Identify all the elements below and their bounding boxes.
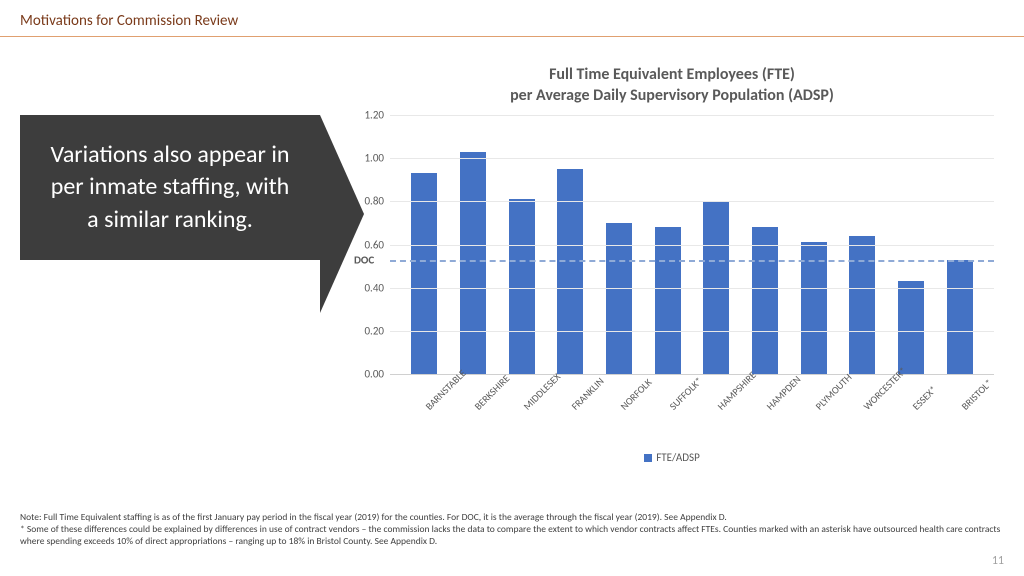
bar <box>849 236 875 374</box>
chart-plot-area: 0.000.200.400.600.801.001.20DOC <box>390 115 994 375</box>
chart-container: Full Time Equivalent Employees (FTE) per… <box>340 65 1004 464</box>
y-tick-label: 1.00 <box>350 152 384 165</box>
x-axis-labels: BARNSTABLEBERKSHIREMIDDLESEXFRANKLINNORF… <box>390 375 994 447</box>
bar <box>411 173 437 374</box>
x-tick-label: ESSEX* <box>910 385 975 450</box>
y-tick-label: 0.80 <box>350 195 384 208</box>
bar <box>606 223 632 374</box>
x-tick-label: BARNSTABLE <box>423 385 488 450</box>
chart-title-line1: Full Time Equivalent Employees (FTE) <box>340 65 1004 84</box>
slide-header: Motivations for Commission Review <box>0 0 1024 37</box>
x-tick-label: BRISTOL* <box>958 385 1023 450</box>
page-number: 11 <box>992 554 1004 568</box>
y-tick-label: 0.20 <box>350 324 384 337</box>
bar <box>460 152 486 374</box>
y-tick-label: 1.20 <box>350 109 384 122</box>
bar <box>801 242 827 374</box>
y-tick-label: 0.40 <box>350 281 384 294</box>
x-tick-label: WORCESTER* <box>861 385 926 450</box>
callout-container: Variations also appear in per inmate sta… <box>20 65 320 464</box>
footnote-line1: Note: Full Time Equivalent staffing is a… <box>20 511 727 523</box>
x-tick-label: HAMPSHIRE <box>715 385 780 450</box>
footnote-line2: * Some of these differences could be exp… <box>20 523 1000 547</box>
gridline <box>390 201 994 202</box>
y-tick-label: 0.00 <box>350 368 384 381</box>
footnote: Note: Full Time Equivalent staffing is a… <box>20 512 1004 548</box>
x-tick-label: HAMPDEN <box>764 385 829 450</box>
legend-label: FTE/ADSP <box>656 451 700 464</box>
doc-label: DOC <box>354 253 374 266</box>
doc-reference-line <box>390 260 994 262</box>
bar <box>898 281 924 374</box>
callout-box: Variations also appear in per inmate sta… <box>20 115 320 260</box>
callout-text: Variations also appear in per inmate sta… <box>51 140 290 234</box>
chart-title-line2: per Average Daily Supervisory Population… <box>340 86 1004 105</box>
chart-legend: FTE/ADSP <box>340 451 1004 464</box>
gridline <box>390 288 994 289</box>
content-area: Variations also appear in per inmate sta… <box>0 37 1024 464</box>
x-tick-label: FRANKLIN <box>569 385 634 450</box>
x-tick-label: BERKSHIRE <box>472 385 537 450</box>
legend-swatch <box>644 454 652 462</box>
bar <box>557 169 583 374</box>
bar <box>509 199 535 374</box>
gridline <box>390 115 994 116</box>
bar <box>752 227 778 374</box>
gridline <box>390 158 994 159</box>
header-title: Motivations for Commission Review <box>20 12 238 30</box>
x-tick-label: NORFOLK <box>618 385 683 450</box>
y-tick-label: 0.60 <box>350 238 384 251</box>
bar <box>947 260 973 374</box>
gridline <box>390 245 994 246</box>
bar <box>655 227 681 374</box>
gridline <box>390 331 994 332</box>
